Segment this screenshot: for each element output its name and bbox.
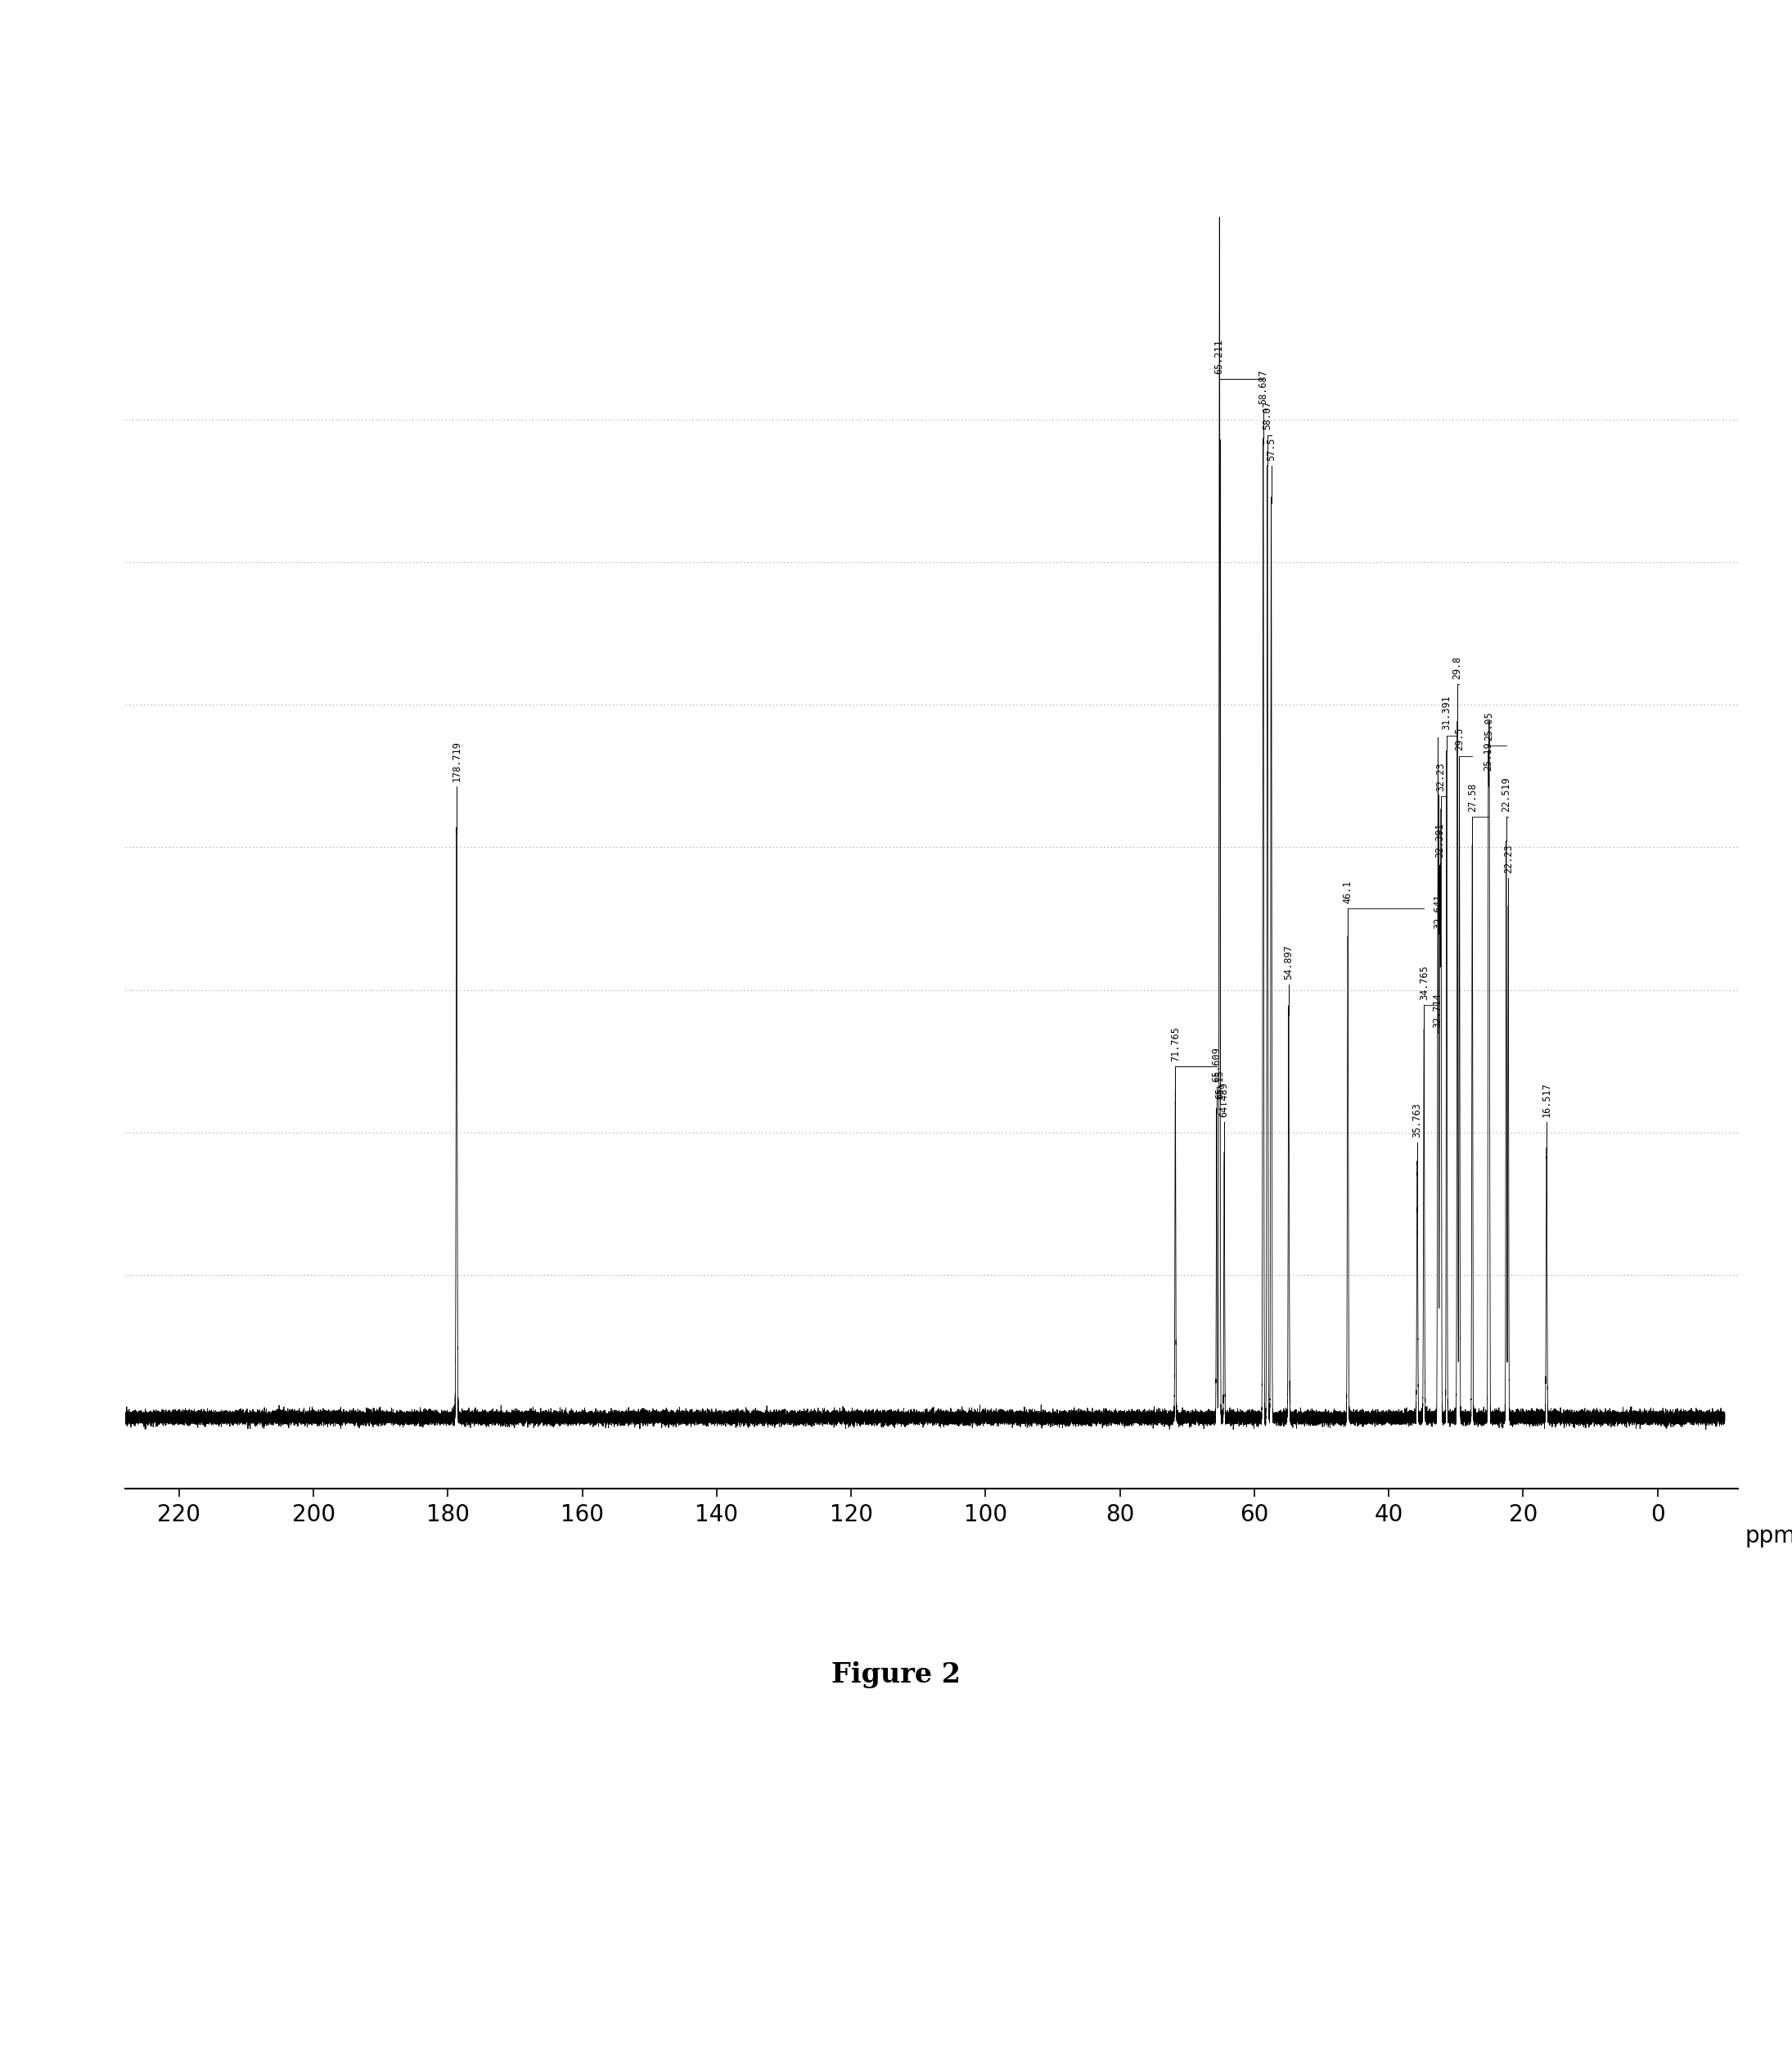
- Text: 46.1: 46.1: [1342, 881, 1353, 904]
- Text: 32.714: 32.714: [1432, 993, 1443, 1028]
- Text: Figure 2: Figure 2: [831, 1661, 961, 1690]
- Text: 64.489: 64.489: [1219, 1082, 1229, 1117]
- Text: 22.519: 22.519: [1502, 778, 1512, 813]
- Text: 25.05: 25.05: [1484, 711, 1495, 740]
- Text: 22.23: 22.23: [1503, 844, 1514, 873]
- Text: 32.641: 32.641: [1434, 893, 1444, 929]
- Text: 32.391: 32.391: [1435, 823, 1446, 858]
- Text: 65.15: 65.15: [1215, 1069, 1226, 1098]
- Text: 35.763: 35.763: [1412, 1102, 1423, 1137]
- Text: 65.609: 65.609: [1211, 1046, 1222, 1082]
- Text: 58.687: 58.687: [1258, 370, 1269, 405]
- Text: 58.07: 58.07: [1262, 401, 1272, 430]
- Text: 29.8: 29.8: [1452, 656, 1462, 680]
- Text: 27.58: 27.58: [1468, 782, 1478, 813]
- Text: 29.5: 29.5: [1453, 728, 1464, 751]
- Text: ppm: ppm: [1745, 1524, 1792, 1547]
- Text: 25.19: 25.19: [1484, 742, 1495, 771]
- Text: 178.719: 178.719: [452, 740, 462, 782]
- Text: 65.211: 65.211: [1213, 339, 1224, 374]
- Text: 16.517: 16.517: [1541, 1082, 1552, 1117]
- Text: 31.391: 31.391: [1441, 695, 1452, 730]
- Text: 34.765: 34.765: [1419, 966, 1430, 1001]
- Text: 71.765: 71.765: [1170, 1026, 1181, 1061]
- Text: 57.5: 57.5: [1265, 436, 1276, 461]
- Text: 32.23: 32.23: [1435, 763, 1446, 792]
- Text: 54.897: 54.897: [1283, 945, 1294, 980]
